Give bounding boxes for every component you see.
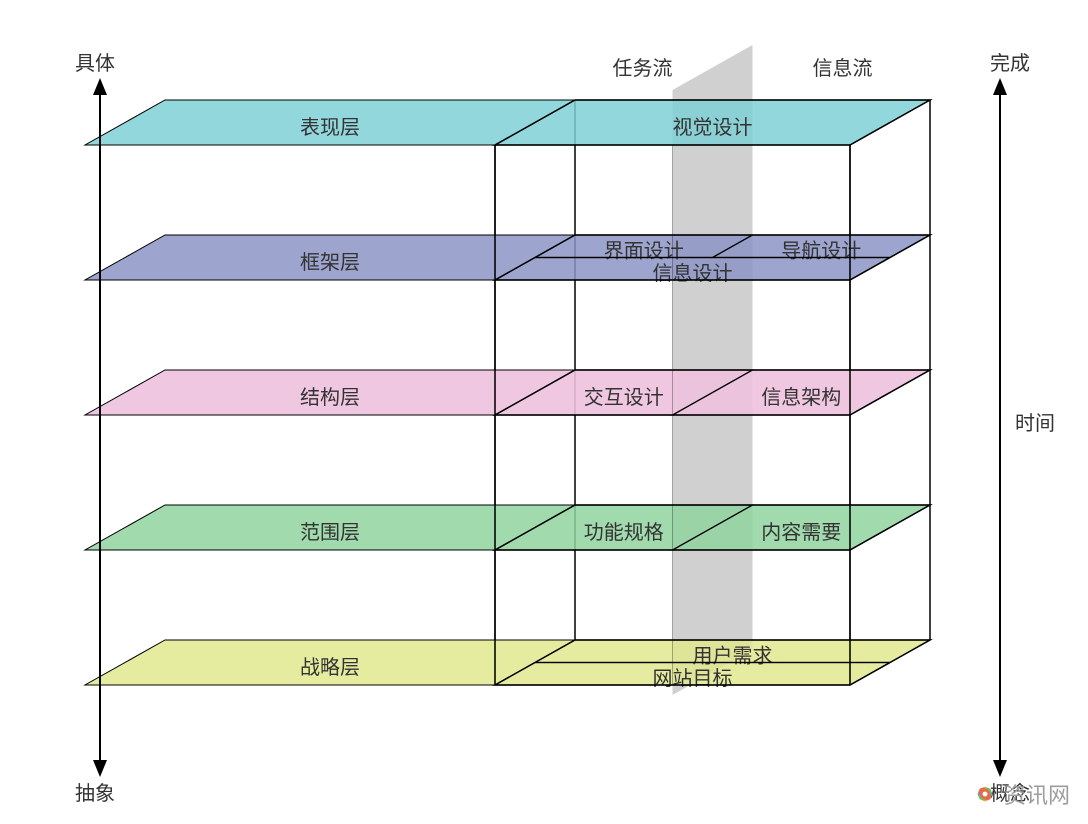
cell-label-strategy-1: 网站目标 (653, 667, 733, 690)
layer-name-structure: 结构层 (300, 386, 360, 409)
cell-label-structure-0: 交互设计 (584, 386, 664, 409)
layer-name-scope: 范围层 (300, 521, 360, 544)
label-complete: 完成 (990, 52, 1030, 75)
layer-presentation: 表现层 视觉设计 (85, 100, 930, 145)
layer-name-skeleton: 框架层 (300, 251, 360, 274)
layer-skeleton: 框架层界面设计导航设计信息设计 (85, 235, 930, 285)
cell-label-skeleton-2: 信息设计 (653, 262, 733, 285)
layer-scope: 范围层 功能规格 内容需要 (85, 505, 930, 550)
layer-strategy: 战略层 用户需求网站目标 (85, 640, 930, 690)
task-flow-label: 任务流 (613, 57, 673, 80)
label-abstract: 抽象 (75, 782, 115, 805)
label-time: 时间 (1015, 412, 1055, 435)
cell-label-structure-1: 信息架构 (761, 386, 841, 409)
info-flow-label: 信息流 (813, 57, 873, 80)
cell-label-strategy-0: 用户需求 (693, 645, 773, 668)
arrow-down-icon (993, 760, 1007, 777)
layer-structure: 结构层 交互设计 信息架构 (85, 370, 930, 415)
label-concrete: 具体 (75, 52, 115, 75)
cell-label-presentation-0: 视觉设计 (673, 116, 753, 139)
cell-label-scope-0: 功能规格 (584, 521, 664, 544)
cell-label-scope-1: 内容需要 (761, 521, 841, 544)
watermark-text: 资讯网 (1004, 778, 1070, 810)
arrow-down-icon (93, 760, 107, 777)
cell-label-skeleton-0: 界面设计 (604, 240, 684, 263)
flower-icon (972, 781, 998, 807)
watermark: 资讯网 (972, 778, 1070, 810)
arrow-up-icon (93, 78, 107, 95)
arrow-up-icon (993, 78, 1007, 95)
layer-name-strategy: 战略层 (300, 656, 360, 679)
layer-name-presentation: 表现层 (300, 116, 360, 139)
